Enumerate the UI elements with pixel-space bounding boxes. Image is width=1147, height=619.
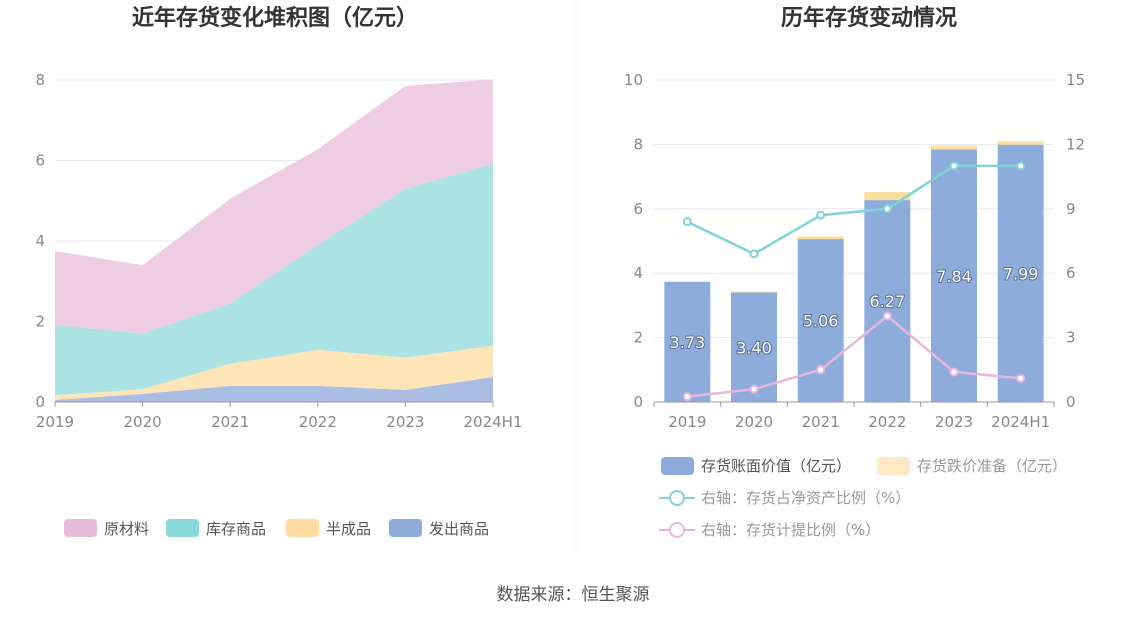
area-raw-materials xyxy=(55,79,493,334)
left-x-tick-label: 2023 xyxy=(386,413,424,431)
line-impairment-ratio-point xyxy=(682,392,692,402)
legend-label-net-assets: 右轴：存货占净资产比例（%） xyxy=(701,489,910,507)
left-axis-tick-label: 8 xyxy=(633,135,643,153)
left-chart-title: 近年存货变化堆积图（亿元） xyxy=(132,5,418,31)
right-axis-tick-label: 6 xyxy=(1066,264,1076,282)
left-x-tick-label: 2020 xyxy=(124,413,162,431)
right-axis-tick-label: 12 xyxy=(1066,135,1085,153)
right-x-tick-label: 2022 xyxy=(868,413,906,431)
legend-swatch-reserve xyxy=(877,457,910,475)
area-shipped-goods xyxy=(55,377,493,402)
bar-data-label: 7.84 xyxy=(936,267,972,286)
left-y-tick-label: 0 xyxy=(35,393,45,411)
legend-label-reserve: 存货跌价准备（亿元） xyxy=(917,457,1067,475)
right-chart-title: 历年存货变动情况 xyxy=(781,5,957,31)
right-x-tick-label: 2021 xyxy=(802,413,840,431)
left-axis-tick-label: 4 xyxy=(633,264,643,282)
bar-impairment-reserve xyxy=(797,236,844,240)
left-y-tick-label: 6 xyxy=(35,152,45,170)
area-semi-finished xyxy=(55,345,493,400)
line-inventory-to-net-assets-point xyxy=(682,217,692,227)
left-axis-tick-label: 0 xyxy=(633,393,643,411)
line-impairment-ratio-point xyxy=(882,311,892,321)
left-y-tick-label: 8 xyxy=(35,71,45,89)
left-legend-swatch xyxy=(64,519,97,537)
legend-marker-ratio xyxy=(669,522,685,538)
line-inventory-to-net-assets xyxy=(686,164,1021,256)
legend-marker-net-assets xyxy=(669,490,685,506)
bar-data-label: 6.27 xyxy=(870,292,906,311)
right-axis-tick-label: 9 xyxy=(1066,200,1076,218)
left-stacked-area-chart: 0 2 4 6 8 2019 2020 2021 2022 2023 2024H1 xyxy=(35,71,522,431)
line-inventory-to-net-assets-point xyxy=(949,161,959,171)
left-legend-swatch xyxy=(389,519,422,537)
left-x-tick-label: 2019 xyxy=(36,413,74,431)
left-legend-label: 原材料 xyxy=(104,520,149,538)
right-x-tick-label: 2019 xyxy=(668,413,706,431)
right-x-tick-label: 2024H1 xyxy=(991,413,1050,431)
bar-data-label: 3.40 xyxy=(736,338,772,357)
bar-impairment-reserve xyxy=(931,145,977,150)
right-axis-tick-label: 0 xyxy=(1066,393,1076,411)
line-inventory-to-net-assets-point xyxy=(749,249,759,259)
right-x-tick-label: 2023 xyxy=(935,413,973,431)
right-chart-legend: 存货账面价值（亿元） 存货跌价准备（亿元） 右轴：存货占净资产比例（%） 右轴：存货计… xyxy=(659,457,1067,539)
left-legend-label: 库存商品 xyxy=(206,520,266,538)
area-finished-goods xyxy=(55,163,493,396)
left-legend-swatch xyxy=(286,519,319,537)
right-axis-tick-label: 15 xyxy=(1066,71,1085,89)
left-legend-swatch xyxy=(166,519,199,537)
left-x-tick-label: 2024H1 xyxy=(464,413,523,431)
left-y-tick-label: 4 xyxy=(35,232,45,250)
bar-book-value xyxy=(864,200,911,402)
left-chart-legend: 原材料 库存商品 半成品 发出商品 xyxy=(64,519,489,538)
line-inventory-to-net-assets-point xyxy=(816,210,826,220)
bar-data-label: 5.06 xyxy=(803,312,839,331)
legend-swatch-book-value xyxy=(661,457,694,475)
line-impairment-ratio-point xyxy=(749,384,759,394)
left-axis-tick-label: 10 xyxy=(624,71,643,89)
legend-label-book-value: 存货账面价值（亿元） xyxy=(701,457,851,475)
line-inventory-to-net-assets-point xyxy=(882,204,892,214)
right-x-tick-label: 2020 xyxy=(735,413,773,431)
bar-book-value xyxy=(997,144,1044,403)
bar-impairment-reserve xyxy=(664,281,711,282)
left-axis-tick-label: 6 xyxy=(633,200,643,218)
bar-impairment-reserve xyxy=(997,141,1044,145)
left-legend-label: 发出商品 xyxy=(429,520,489,538)
line-impairment-ratio-point xyxy=(816,365,826,375)
bar-impairment-reserve xyxy=(731,291,777,293)
data-source-label: 数据来源：恒生聚源 xyxy=(497,585,650,605)
bar-impairment-reserve xyxy=(864,192,911,201)
bar-book-value xyxy=(664,281,711,402)
bar-data-label: 7.99 xyxy=(1003,264,1039,283)
line-impairment-ratio-point xyxy=(949,367,959,377)
left-x-tick-label: 2021 xyxy=(211,413,249,431)
left-axis-tick-label: 2 xyxy=(633,329,643,347)
bar-data-label: 3.73 xyxy=(670,333,706,352)
line-impairment-ratio xyxy=(687,314,1021,398)
legend-label-ratio: 右轴：存货计提比例（%） xyxy=(701,521,880,539)
line-impairment-ratio-point xyxy=(1016,373,1026,383)
left-x-tick-label: 2022 xyxy=(299,413,337,431)
right-axis-tick-label: 3 xyxy=(1066,329,1076,347)
right-bar-line-chart: 0 2 4 6 8 10 0 3 6 9 12 15 3.73 3.40 5.06 6.27 7.84 7.99 2… xyxy=(624,71,1085,431)
left-legend-label: 半成品 xyxy=(326,520,371,538)
left-y-tick-label: 2 xyxy=(35,313,45,331)
line-inventory-to-net-assets-point xyxy=(1016,161,1026,171)
